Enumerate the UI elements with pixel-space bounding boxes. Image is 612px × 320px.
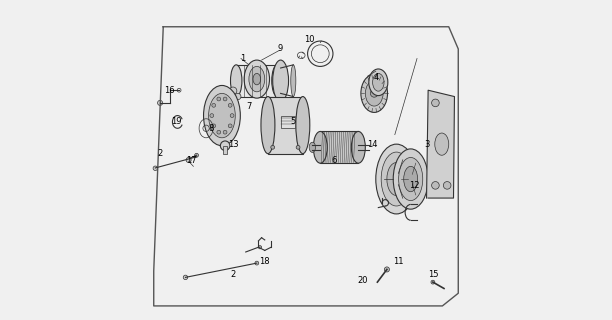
Circle shape [195,153,198,157]
Ellipse shape [296,97,310,154]
Ellipse shape [351,132,365,163]
Text: 13: 13 [228,140,238,148]
Text: 8: 8 [208,124,214,133]
Ellipse shape [404,166,417,192]
Ellipse shape [361,74,387,112]
Text: 1: 1 [240,54,245,63]
Text: 6: 6 [332,156,337,164]
Text: 12: 12 [409,181,419,190]
Text: 15: 15 [428,270,438,279]
Circle shape [443,181,451,189]
Ellipse shape [365,81,383,106]
Polygon shape [427,90,455,198]
Text: 9: 9 [278,44,283,53]
Ellipse shape [231,65,242,97]
Circle shape [223,97,227,101]
Text: 18: 18 [259,257,270,266]
Circle shape [183,275,188,280]
Circle shape [228,124,232,128]
Text: 7: 7 [246,101,252,111]
Ellipse shape [261,97,275,154]
Text: 10: 10 [304,35,315,44]
Circle shape [296,145,300,149]
Text: 5: 5 [291,117,296,126]
Ellipse shape [272,65,283,97]
Text: 19: 19 [171,117,181,126]
Ellipse shape [249,67,265,92]
Circle shape [431,181,439,189]
Text: 11: 11 [393,257,403,266]
Text: 20: 20 [358,276,368,285]
Ellipse shape [234,93,241,100]
Circle shape [431,280,435,284]
Bar [281,116,295,128]
Circle shape [223,130,227,134]
Circle shape [217,97,221,101]
Ellipse shape [291,65,296,97]
Ellipse shape [244,60,269,98]
Circle shape [230,114,234,117]
Ellipse shape [309,142,316,152]
Circle shape [217,130,221,134]
Bar [268,97,303,154]
Circle shape [384,267,389,272]
Bar [320,132,359,163]
Text: 3: 3 [424,140,429,148]
Circle shape [220,141,230,150]
Text: 2: 2 [230,270,236,279]
Ellipse shape [369,69,388,96]
Ellipse shape [373,73,384,91]
Circle shape [153,166,157,171]
Text: 2: 2 [157,149,163,158]
Ellipse shape [209,93,235,138]
Text: 17: 17 [187,156,197,164]
Circle shape [157,100,163,105]
Ellipse shape [273,60,288,101]
Ellipse shape [225,93,231,100]
Ellipse shape [253,73,261,85]
Circle shape [370,90,378,97]
Circle shape [212,103,215,107]
Ellipse shape [376,144,417,214]
Ellipse shape [313,132,327,163]
Ellipse shape [230,87,237,95]
Ellipse shape [218,87,226,93]
Circle shape [228,103,232,107]
Ellipse shape [387,163,406,196]
Circle shape [255,261,259,265]
Text: 4: 4 [373,73,378,82]
Text: 14: 14 [367,140,378,148]
Circle shape [431,99,439,107]
Circle shape [271,145,275,149]
Ellipse shape [204,85,241,146]
Text: 16: 16 [164,86,175,95]
Circle shape [210,114,214,117]
Bar [236,65,277,97]
Ellipse shape [435,133,449,155]
Circle shape [212,124,215,128]
Circle shape [186,157,191,163]
Bar [223,146,227,154]
Ellipse shape [398,157,423,201]
Circle shape [258,246,261,249]
Ellipse shape [381,152,412,206]
Ellipse shape [394,149,428,209]
